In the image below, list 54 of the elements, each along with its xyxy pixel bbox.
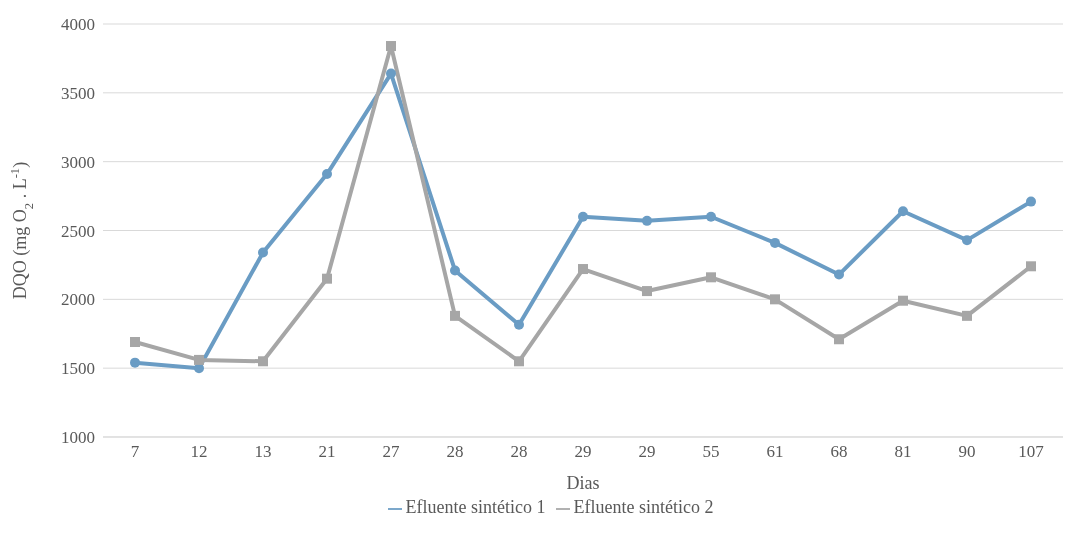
legend-label: Efluente sintético 2 bbox=[573, 497, 714, 517]
point bbox=[770, 237, 780, 248]
point bbox=[1026, 261, 1036, 272]
point bbox=[898, 295, 908, 306]
point bbox=[130, 337, 140, 348]
point bbox=[578, 211, 588, 222]
point bbox=[258, 356, 268, 367]
legend-label: Efluente sintético 1 bbox=[405, 497, 546, 517]
x-tick-label: 28 bbox=[510, 442, 528, 462]
point bbox=[514, 356, 524, 367]
point bbox=[514, 319, 524, 330]
y-tick-label: 2500 bbox=[61, 221, 95, 241]
x-tick-label: 61 bbox=[766, 442, 784, 462]
y-tick-label: 3000 bbox=[61, 152, 95, 172]
point bbox=[706, 211, 716, 222]
point bbox=[450, 265, 460, 276]
x-tick-label: 107 bbox=[1018, 442, 1045, 462]
x-tick-label: 29 bbox=[638, 442, 656, 462]
point bbox=[322, 169, 332, 180]
x-tick-label: 7 bbox=[130, 442, 140, 462]
point bbox=[642, 286, 652, 297]
x-tick-label: 55 bbox=[702, 442, 720, 462]
point bbox=[258, 247, 268, 258]
x-axis-title: Dias bbox=[566, 473, 600, 493]
x-tick-label: 12 bbox=[190, 442, 208, 462]
point bbox=[322, 273, 332, 284]
x-tick-label: 21 bbox=[318, 442, 336, 462]
x-tick-label: 27 bbox=[382, 442, 400, 462]
point bbox=[962, 235, 972, 246]
y-tick-label: 4000 bbox=[61, 15, 95, 35]
point bbox=[898, 206, 908, 217]
x-tick-label: 68 bbox=[830, 442, 848, 462]
point bbox=[450, 310, 460, 321]
point bbox=[1026, 196, 1036, 207]
point bbox=[962, 310, 972, 321]
point bbox=[130, 357, 140, 368]
x-tick-label: 28 bbox=[446, 442, 464, 462]
x-tick-label: 13 bbox=[254, 442, 272, 462]
x-tick-label: 81 bbox=[894, 442, 912, 462]
y-tick-label: 2000 bbox=[61, 290, 95, 310]
point bbox=[642, 215, 652, 226]
point bbox=[578, 264, 588, 275]
point bbox=[834, 334, 844, 345]
y-tick-label: 3500 bbox=[61, 83, 95, 103]
point bbox=[834, 269, 844, 280]
point bbox=[386, 41, 396, 52]
point bbox=[194, 354, 204, 365]
x-tick-label: 29 bbox=[574, 442, 592, 462]
x-tick-label: 90 bbox=[958, 442, 976, 462]
point bbox=[386, 68, 396, 79]
y-tick-label: 1000 bbox=[61, 428, 95, 448]
point bbox=[706, 272, 716, 283]
point bbox=[770, 294, 780, 305]
y-tick-label: 1500 bbox=[61, 359, 95, 379]
